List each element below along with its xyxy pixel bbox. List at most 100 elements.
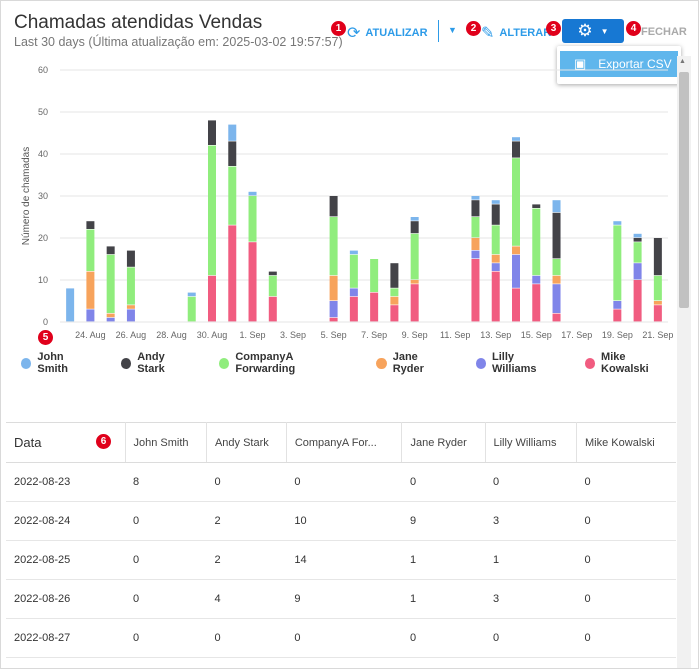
bar-segment[interactable] — [370, 292, 379, 322]
bar-segment[interactable] — [552, 200, 561, 213]
bar-segment[interactable] — [187, 296, 196, 322]
bar-segment[interactable] — [349, 254, 358, 288]
bar-segment[interactable] — [491, 263, 500, 271]
bar-segment[interactable] — [410, 221, 419, 234]
bar-segment[interactable] — [532, 275, 541, 284]
bar-segment[interactable] — [613, 225, 622, 301]
column-header-jane-ryder[interactable]: Jane Ryder — [401, 422, 486, 463]
bar-segment[interactable] — [552, 212, 561, 259]
bar-segment[interactable] — [86, 229, 95, 271]
bar-segment[interactable] — [512, 254, 520, 288]
bar-segment[interactable] — [552, 284, 561, 313]
bar-segment[interactable] — [86, 221, 95, 229]
bar-segment[interactable] — [552, 313, 561, 322]
bar-segment[interactable] — [106, 317, 115, 322]
legend-item-mike-kowalski[interactable]: Mike Kowalski — [584, 351, 672, 375]
legend-item-john-smith[interactable]: John Smith — [21, 351, 94, 375]
bar-segment[interactable] — [512, 246, 520, 255]
bar-segment[interactable] — [512, 288, 520, 322]
bar-segment[interactable] — [329, 301, 338, 318]
bar-segment[interactable] — [512, 137, 520, 141]
settings-button[interactable]: ⚙ ▼ — [562, 19, 624, 43]
bar-segment[interactable] — [633, 263, 642, 280]
scroll-up-arrow-icon[interactable]: ▲ — [679, 58, 686, 65]
bar-segment[interactable] — [633, 280, 642, 322]
column-header-lilly-williams[interactable]: Lilly Williams — [485, 422, 578, 463]
bar-segment[interactable] — [248, 242, 257, 322]
bar-segment[interactable] — [208, 120, 216, 145]
bar-segment[interactable] — [532, 284, 541, 322]
bar-segment[interactable] — [126, 305, 135, 309]
bar-segment[interactable] — [633, 238, 642, 242]
column-header-andy-stark[interactable]: Andy Stark — [206, 422, 287, 463]
bar-segment[interactable] — [228, 225, 237, 322]
bar-segment[interactable] — [471, 200, 480, 217]
refresh-button[interactable]: ⟳ ATUALIZAR — [347, 23, 428, 43]
bar-segment[interactable] — [126, 267, 135, 305]
bar-segment[interactable] — [613, 309, 622, 322]
bar-segment[interactable] — [126, 250, 135, 267]
bar-segment[interactable] — [410, 284, 419, 322]
close-button[interactable]: FECHAR — [641, 26, 687, 38]
bar-segment[interactable] — [491, 200, 500, 204]
bar-segment[interactable] — [268, 275, 277, 297]
bar-segment[interactable] — [86, 271, 95, 309]
bar-segment[interactable] — [126, 309, 135, 322]
bar-segment[interactable] — [552, 259, 561, 276]
bar-segment[interactable] — [653, 238, 662, 276]
bar-segment[interactable] — [653, 305, 662, 322]
bar-segment[interactable] — [512, 141, 520, 158]
column-header-companya-forwarding[interactable]: CompanyA For... — [286, 422, 403, 463]
bar-segment[interactable] — [613, 221, 622, 225]
bar-segment[interactable] — [390, 288, 399, 297]
bar-segment[interactable] — [228, 166, 237, 225]
edit-button[interactable]: ✎ ALTERAR — [481, 23, 551, 43]
column-header-mike-kowalski[interactable]: Mike Kowalski — [576, 422, 676, 463]
bar-segment[interactable] — [491, 271, 500, 322]
bar-segment[interactable] — [329, 217, 338, 276]
bar-segment[interactable] — [532, 204, 541, 208]
bar-segment[interactable] — [248, 196, 257, 242]
bar-segment[interactable] — [491, 254, 500, 263]
bar-segment[interactable] — [329, 196, 338, 217]
bar-segment[interactable] — [410, 217, 419, 221]
bar-segment[interactable] — [653, 275, 662, 301]
bar-segment[interactable] — [390, 263, 399, 288]
bar-segment[interactable] — [471, 217, 480, 238]
bar-segment[interactable] — [410, 233, 419, 280]
bar-segment[interactable] — [329, 275, 338, 301]
bar-segment[interactable] — [268, 271, 277, 276]
scrollbar-thumb[interactable] — [679, 72, 689, 308]
legend-item-lilly-williams[interactable]: Lilly Williams — [475, 351, 558, 375]
bar-segment[interactable] — [268, 296, 277, 322]
bar-segment[interactable] — [512, 158, 520, 246]
bar-segment[interactable] — [633, 242, 642, 263]
bar-segment[interactable] — [106, 246, 115, 255]
bar-segment[interactable] — [349, 296, 358, 322]
bar-segment[interactable] — [491, 225, 500, 255]
bar-segment[interactable] — [86, 309, 95, 322]
bar-segment[interactable] — [208, 145, 216, 276]
bar-segment[interactable] — [410, 280, 419, 284]
bar-segment[interactable] — [187, 292, 196, 297]
bar-segment[interactable] — [370, 259, 379, 292]
bar-segment[interactable] — [329, 317, 338, 322]
bar-segment[interactable] — [471, 238, 480, 250]
bar-segment[interactable] — [248, 191, 257, 196]
legend-item-companya-forwarding[interactable]: CompanyA Forwarding — [218, 351, 349, 375]
bar-segment[interactable] — [228, 141, 237, 166]
legend-item-andy-stark[interactable]: Andy Stark — [120, 351, 192, 375]
bar-segment[interactable] — [613, 301, 622, 309]
bar-segment[interactable] — [66, 288, 75, 322]
bar-segment[interactable] — [208, 275, 216, 322]
bar-segment[interactable] — [349, 250, 358, 255]
bar-segment[interactable] — [552, 275, 561, 284]
chevron-down-icon[interactable]: ▼ — [448, 25, 457, 35]
bar-segment[interactable] — [106, 313, 115, 318]
bar-segment[interactable] — [106, 254, 115, 313]
bar-segment[interactable] — [471, 259, 480, 322]
bar-segment[interactable] — [491, 204, 500, 225]
legend-item-jane-ryder[interactable]: Jane Ryder — [376, 351, 448, 375]
column-header-john-smith[interactable]: John Smith — [125, 422, 207, 463]
bar-segment[interactable] — [390, 296, 399, 305]
